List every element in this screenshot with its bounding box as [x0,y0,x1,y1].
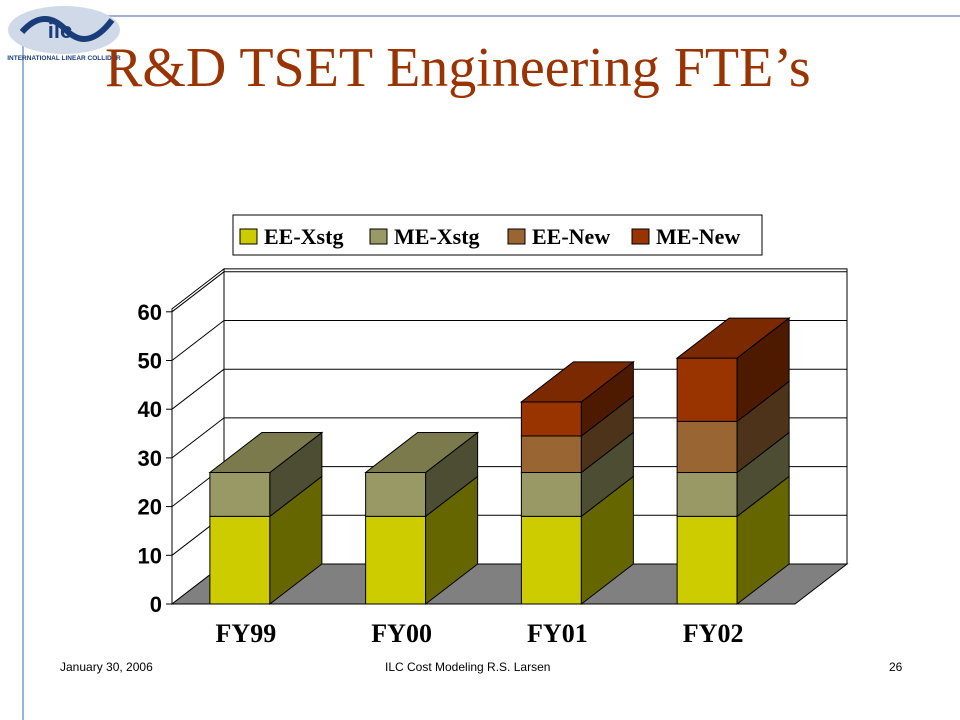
legend-label: EE-New [532,224,610,249]
y-axis-ticks: 0 10 20 30 40 50 60 [138,300,173,617]
top-rule [22,15,960,17]
y-tick-label: 30 [138,446,162,471]
logo-swoosh [19,16,115,42]
gridline-side [171,271,225,313]
bar-front [676,472,738,517]
legend-box [232,214,763,256]
bar-segment [676,475,790,606]
y-tick-label: 50 [138,349,162,374]
bar-segment [676,431,790,518]
bar-front [520,435,582,474]
bar-front [520,401,582,437]
footer-date: January 30, 2006 [60,660,153,674]
page-number: 26 [889,660,903,674]
chart-legend: EE-Xstg ME-Xstg EE-New ME-New [232,214,763,256]
legend-swatch [369,228,388,245]
bar-front [520,515,582,605]
bar-segment [364,431,480,518]
legend-swatch [631,228,650,245]
legend-swatch [239,228,258,245]
ilc-logo: ilc INTERNATIONAL LINEAR COLLIDER [7,6,121,62]
bar-front [520,472,582,517]
legend-label: ME-New [656,224,740,249]
bar-segment [520,394,634,474]
bar-segment [209,475,323,606]
gridline-side [171,368,225,410]
bar-segment [675,317,791,423]
y-tick-label: 60 [138,300,162,325]
x-tick-label: FY00 [371,619,432,648]
y-tick-label: 0 [150,592,162,617]
x-tick-label: FY02 [683,619,744,648]
left-rule [22,15,24,720]
slide-title: R&D TSET Engineering FTE’s [105,37,811,99]
bar-front [676,515,738,605]
bar-segment [208,431,324,518]
logo-mark: ilc [48,18,72,43]
bar-top [675,317,791,359]
bar-front [365,472,427,517]
bar-front [209,515,271,605]
legend-label: EE-Xstg [264,224,343,249]
y-tick-label: 20 [138,495,162,520]
bar-top [519,361,635,403]
x-axis-labels: FY99 FY00 FY01 FY02 [216,619,744,648]
bar-segment [520,431,634,518]
chart-bars [208,317,791,606]
footer-title: ILC Cost Modeling R.S. Larsen [385,660,551,674]
y-tick-label: 10 [138,543,162,568]
bar-front [676,420,738,474]
legend-label: ME-Xstg [394,224,480,249]
bar-front [209,472,271,517]
bar-segment [365,475,479,606]
gridline-side [171,320,225,361]
bar-top [364,432,480,474]
gridline-side [171,417,225,459]
bar-segment [519,360,635,438]
bar-front [676,357,738,422]
y-tick-label: 40 [138,397,162,422]
bar-segment [676,380,790,474]
bar-front [365,515,427,605]
bar-top [208,432,324,474]
x-tick-label: FY01 [527,619,588,648]
logo-text: INTERNATIONAL LINEAR COLLIDER [7,55,121,62]
x-tick-label: FY99 [216,619,277,648]
legend-swatch [507,228,526,245]
